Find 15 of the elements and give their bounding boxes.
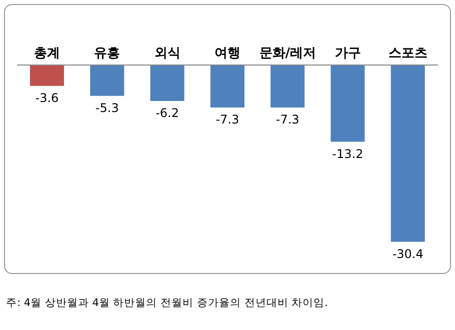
data-label: -7.3: [276, 112, 300, 126]
x-tick-label: 스포츠: [388, 46, 428, 61]
data-label: -5.3: [95, 100, 119, 115]
data-label: -30.4: [392, 246, 424, 261]
x-tick-label: 여행: [214, 46, 240, 61]
text: 주: 4월 상반월과 4월 하반월의 전월비 증가율의 전년대비 차이임.: [6, 296, 328, 310]
x-tick-label: 문화/레저: [259, 46, 316, 61]
x-tick-label: 외식: [154, 46, 180, 61]
data-label: -13.2: [332, 146, 364, 161]
data-label: -7.3: [216, 112, 240, 126]
x-tick-label: 총계: [34, 46, 60, 61]
data-label: -3.6: [35, 90, 59, 105]
x-tick-label: 가구: [334, 46, 361, 61]
x-tick-label: 유흥: [94, 46, 120, 61]
data-label: -6.2: [156, 106, 179, 120]
